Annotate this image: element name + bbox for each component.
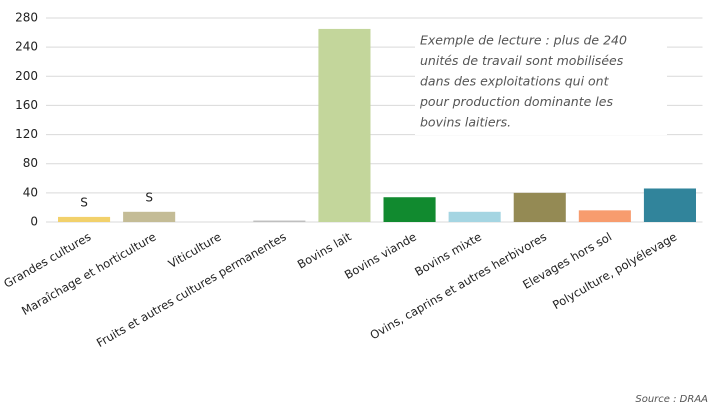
data-label: S [80, 195, 88, 209]
annotation-line: dans des exploitations qui ont [420, 74, 610, 89]
x-tick-label: Polyculture, polyélevage [550, 230, 679, 313]
annotation-box [415, 27, 667, 135]
x-tick-label: Bovins lait [295, 229, 354, 271]
x-tick-label: Bovins viande [342, 230, 419, 282]
x-tick-label: Viticulture [166, 230, 224, 271]
y-tick-label: 0 [30, 215, 38, 229]
bar [123, 211, 176, 222]
bar [318, 28, 371, 222]
annotation-line: unités de travail sont mobilisées [420, 53, 624, 68]
annotation-line: Exemple de lecture : plus de 240 [420, 33, 627, 48]
bar [513, 192, 566, 222]
y-tick-label: 120 [15, 127, 38, 141]
annotation-line: bovins laitiers. [420, 115, 511, 130]
bar [643, 188, 696, 222]
y-tick-label: 80 [23, 156, 38, 170]
y-tick-label: 280 [15, 11, 38, 25]
y-tick-label: 200 [15, 69, 38, 83]
source: Source : DRAA [635, 394, 708, 405]
y-tick-label: 40 [23, 185, 38, 199]
annotation-line: pour production dominante les [419, 94, 613, 109]
y-tick-label: 240 [15, 40, 38, 54]
bar [448, 211, 501, 222]
bar [578, 210, 631, 222]
bar [253, 220, 306, 222]
bar [383, 197, 436, 222]
data-label: S [145, 190, 153, 204]
bar [58, 216, 111, 222]
y-tick-label: 160 [15, 98, 38, 112]
